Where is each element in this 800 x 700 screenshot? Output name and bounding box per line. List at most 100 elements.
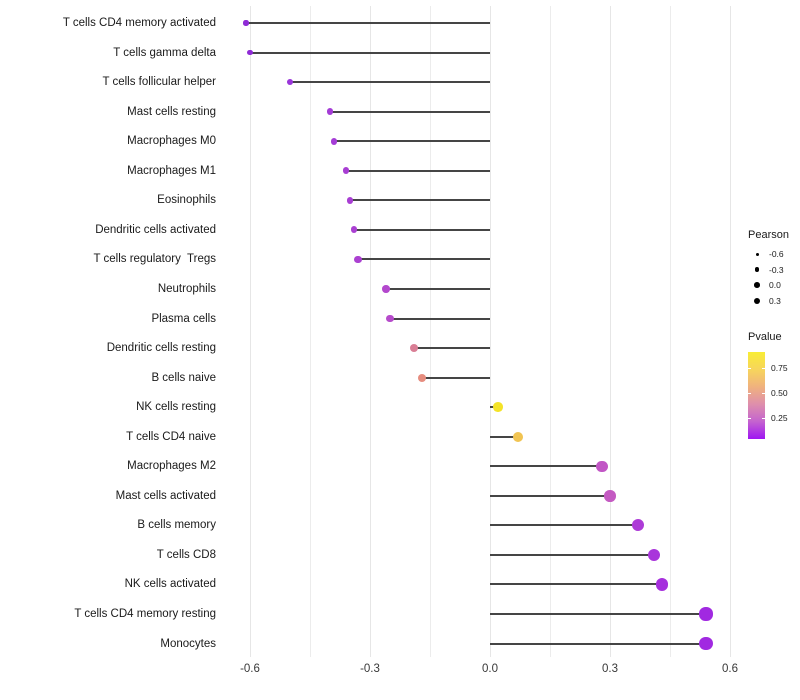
lollipop-segment bbox=[490, 583, 662, 586]
x-tick-label: 0.3 bbox=[602, 663, 618, 675]
y-axis-label: Mast cells activated bbox=[115, 489, 216, 502]
lollipop-segment bbox=[422, 376, 490, 379]
y-axis-label: Macrophages M0 bbox=[127, 135, 216, 148]
pvalue-tick-mark bbox=[762, 368, 765, 369]
legend-pvalue-title: Pvalue bbox=[748, 331, 782, 343]
pvalue-tick-label: 0.50 bbox=[771, 388, 788, 398]
legend-size-dot bbox=[755, 252, 759, 256]
lollipop-segment bbox=[490, 642, 706, 645]
lollipop-segment bbox=[490, 524, 638, 527]
legend-size-label: 0.3 bbox=[769, 296, 781, 306]
y-axis-label: NK cells resting bbox=[136, 401, 216, 414]
lollipop-dot bbox=[354, 255, 362, 263]
pvalue-tick-mark bbox=[762, 418, 765, 419]
lollipop-segment bbox=[246, 22, 490, 24]
lollipop-dot bbox=[513, 431, 523, 442]
lollipop-segment bbox=[390, 317, 490, 320]
y-axis-label: T cells regulatory Tregs bbox=[93, 253, 216, 266]
minor-gridline bbox=[309, 6, 311, 657]
y-axis-label: Eosinophils bbox=[157, 194, 216, 207]
lollipop-dot bbox=[655, 578, 669, 591]
minor-gridline bbox=[549, 6, 551, 657]
lollipop-segment bbox=[414, 347, 490, 350]
major-gridline bbox=[369, 6, 371, 657]
y-axis-label: T cells follicular helper bbox=[102, 76, 216, 89]
lollipop-dot bbox=[632, 519, 644, 532]
y-axis-label: Mast cells resting bbox=[127, 105, 216, 118]
lollipop-segment bbox=[386, 287, 490, 290]
lollipop-dot bbox=[330, 137, 338, 145]
legend-size-label: -0.6 bbox=[769, 249, 784, 259]
minor-gridline bbox=[669, 6, 671, 657]
y-axis-label: T cells CD8 bbox=[156, 548, 216, 561]
lollipop-segment bbox=[290, 81, 490, 84]
x-tick-label: 0.6 bbox=[722, 663, 738, 675]
major-gridline bbox=[249, 6, 251, 657]
legend-size-dot bbox=[753, 297, 761, 305]
y-axis-label: T cells gamma delta bbox=[113, 46, 216, 59]
lollipop-segment bbox=[490, 435, 518, 438]
minor-gridline bbox=[429, 6, 431, 657]
lollipop-dot bbox=[346, 196, 354, 204]
y-axis-label: Macrophages M2 bbox=[127, 460, 216, 473]
pvalue-tick-mark bbox=[748, 393, 751, 394]
y-axis-label: Macrophages M1 bbox=[127, 164, 216, 177]
y-axis-label: T cells CD4 naive bbox=[126, 430, 216, 443]
lollipop-dot bbox=[417, 373, 427, 382]
lollipop-dot bbox=[409, 344, 418, 353]
lollipop-segment bbox=[346, 169, 490, 172]
major-gridline bbox=[729, 6, 731, 657]
lollipop-dot bbox=[243, 20, 249, 26]
y-axis-label: T cells CD4 memory resting bbox=[74, 608, 216, 620]
pvalue-tick-label: 0.25 bbox=[771, 413, 788, 423]
lollipop-segment bbox=[490, 553, 654, 556]
lollipop-segment bbox=[250, 51, 490, 54]
y-axis-label: Dendritic cells activated bbox=[95, 223, 216, 236]
y-axis-label: Neutrophils bbox=[157, 282, 216, 295]
legend-size-dot bbox=[754, 267, 760, 272]
lollipop-segment bbox=[354, 228, 490, 231]
lollipop-dot bbox=[493, 402, 503, 412]
lollipop-dot bbox=[386, 314, 394, 323]
lollipop-dot bbox=[699, 607, 713, 621]
lollipop-dot bbox=[350, 226, 358, 234]
legend-size-label: -0.3 bbox=[769, 264, 784, 275]
lollipop-dot bbox=[287, 79, 293, 85]
x-tick-label: -0.6 bbox=[240, 663, 260, 675]
lollipop-dot bbox=[342, 167, 350, 175]
pvalue-tick-mark bbox=[748, 368, 751, 369]
lollipop-dot bbox=[604, 490, 616, 502]
lollipop-dot bbox=[247, 49, 253, 56]
lollipop-segment bbox=[490, 613, 706, 615]
lollipop-segment bbox=[330, 110, 490, 113]
x-tick-label: -0.3 bbox=[360, 663, 380, 675]
y-axis-label: B cells memory bbox=[137, 519, 216, 532]
y-axis-label: Plasma cells bbox=[151, 312, 216, 325]
lollipop-dot bbox=[326, 108, 334, 115]
major-gridline bbox=[489, 6, 491, 657]
pvalue-tick-label: 0.75 bbox=[771, 363, 788, 373]
pvalue-tick-mark bbox=[748, 418, 751, 419]
y-axis-label: Monocytes bbox=[160, 637, 216, 650]
y-axis-label: NK cells activated bbox=[124, 578, 216, 591]
pvalue-gradient-bar bbox=[748, 352, 765, 439]
lollipop-dot bbox=[382, 285, 390, 293]
lollipop-dot bbox=[647, 548, 661, 561]
lollipop-segment bbox=[490, 465, 602, 468]
lollipop-dot bbox=[699, 636, 713, 651]
legend-size-label: 0.0 bbox=[769, 280, 781, 290]
pvalue-tick-mark bbox=[762, 393, 765, 394]
legend-pearson-title: Pearson bbox=[748, 229, 789, 241]
y-axis-label: T cells CD4 memory activated bbox=[62, 17, 216, 29]
lollipop-segment bbox=[350, 199, 490, 202]
lollipop-segment bbox=[490, 494, 610, 497]
legend-size-dot bbox=[754, 282, 760, 288]
major-gridline bbox=[609, 6, 611, 657]
lollipop-dot bbox=[596, 460, 608, 472]
lollipop-segment bbox=[358, 258, 490, 261]
lollipop-segment bbox=[334, 140, 490, 143]
y-axis-label: Dendritic cells resting bbox=[106, 342, 216, 355]
y-axis-label: B cells naive bbox=[151, 371, 216, 384]
x-tick-label: 0.0 bbox=[482, 663, 498, 675]
